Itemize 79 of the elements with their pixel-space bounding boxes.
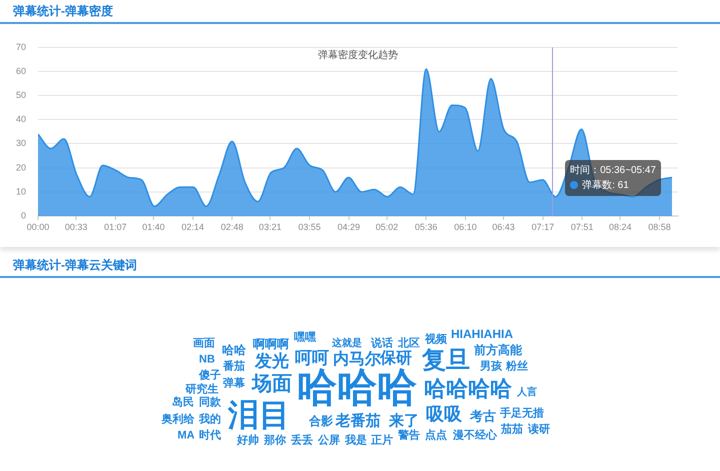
x-tick-label: 06:43 xyxy=(492,222,515,232)
text: 人言 xyxy=(517,387,537,398)
text: 合影 xyxy=(309,414,333,428)
text: 我的 xyxy=(199,414,221,426)
x-tick-label: 02:14 xyxy=(182,222,204,232)
y-tick-label: 20 xyxy=(16,162,26,172)
x-tick-label: 00:33 xyxy=(64,222,88,232)
text: 研究生 xyxy=(186,384,218,396)
text: 内马尔 xyxy=(333,351,381,368)
text: MA xyxy=(177,430,195,442)
y-tick-label: 50 xyxy=(16,90,26,100)
x-tick-label: 05:02 xyxy=(376,222,398,232)
x-tick-label: 06:10 xyxy=(454,222,477,232)
y-tick-label: 70 xyxy=(16,42,26,52)
text: 点点 xyxy=(425,430,447,442)
text: NB xyxy=(199,354,215,366)
text: 时代 xyxy=(199,430,221,442)
x-tick-label: 01:07 xyxy=(104,222,127,232)
text: 嘿嘿 xyxy=(294,332,316,344)
text: 岛民 xyxy=(172,396,194,408)
text: 视频 xyxy=(425,334,447,346)
text: 同款 xyxy=(199,396,221,408)
x-tick-label: 07:17 xyxy=(532,222,554,232)
text: 那你 xyxy=(264,434,286,446)
x-tick-label: 00:00 xyxy=(26,222,50,232)
y-tick-label: 40 xyxy=(16,114,26,124)
text: 我是 xyxy=(345,434,367,446)
y-tick-label: 10 xyxy=(16,186,26,196)
text: 茄茄 xyxy=(501,424,523,436)
text: 复旦 xyxy=(422,347,470,374)
text: 泪目 xyxy=(228,398,290,432)
text: 老番茄 xyxy=(336,412,380,430)
x-tick-label: 03:21 xyxy=(258,222,282,232)
text: 说话 xyxy=(371,338,393,350)
annotation: 时间：05:36~05:47 弹幕数: 61 xyxy=(570,165,656,191)
chart-title: 弹幕统计-弹幕密度 xyxy=(13,4,113,18)
text: 正片 xyxy=(371,434,393,446)
text: 前方高能 xyxy=(474,343,522,357)
x-tick-label: 05:36 xyxy=(414,222,438,232)
text: 保研 xyxy=(380,350,412,367)
text: 傻子 xyxy=(199,370,221,382)
text: 粉丝 xyxy=(506,360,528,372)
text: 番茄 xyxy=(223,360,245,372)
text: 来了 xyxy=(389,412,419,430)
y-tick-label: 60 xyxy=(16,66,26,76)
text: 奥利给 xyxy=(162,414,194,426)
y-tick-label: 30 xyxy=(16,138,26,148)
text: 弹幕 xyxy=(223,378,245,390)
text: 考古 xyxy=(470,408,496,424)
text: 吸吸 xyxy=(426,404,462,424)
text: 北区 xyxy=(398,338,420,350)
x-tick-label: 04:29 xyxy=(337,222,360,232)
text: 画面 xyxy=(193,338,215,350)
text: 丢丢 xyxy=(291,434,313,446)
text: 这就是 xyxy=(332,338,362,349)
text: 公屏 xyxy=(318,434,340,446)
text: 啊啊啊 xyxy=(253,337,289,351)
text: 男孩 xyxy=(480,360,502,372)
x-tick-label: 08:58 xyxy=(648,222,671,232)
x-tick-label: 01:40 xyxy=(142,222,165,232)
text: 弹幕统计-弹幕云关键词 xyxy=(13,258,137,272)
text: 呵呵 xyxy=(295,348,329,368)
text: 哈哈哈 xyxy=(297,366,417,410)
text: 哈哈 xyxy=(222,343,246,357)
text: 警告 xyxy=(398,430,420,442)
text: 手足无措 xyxy=(500,408,544,420)
text: 好帅 xyxy=(237,434,259,446)
text: HIAHIAHIA xyxy=(451,327,513,341)
x-tick-label: 02:48 xyxy=(220,222,244,232)
text: 哈哈哈哈 xyxy=(424,376,512,401)
x-tick-label: 08:24 xyxy=(608,222,632,232)
text: 漫不经心 xyxy=(453,430,497,442)
x-tick-label: 03:55 xyxy=(298,222,321,232)
y-tick-label: 0 xyxy=(20,210,26,220)
text: 读研 xyxy=(528,424,550,436)
chart-subtitle: 弹幕密度变化趋势 xyxy=(318,49,398,62)
text: 场面 xyxy=(252,373,292,395)
x-tick-label: 07:51 xyxy=(570,222,594,232)
text: 发光 xyxy=(255,352,289,370)
